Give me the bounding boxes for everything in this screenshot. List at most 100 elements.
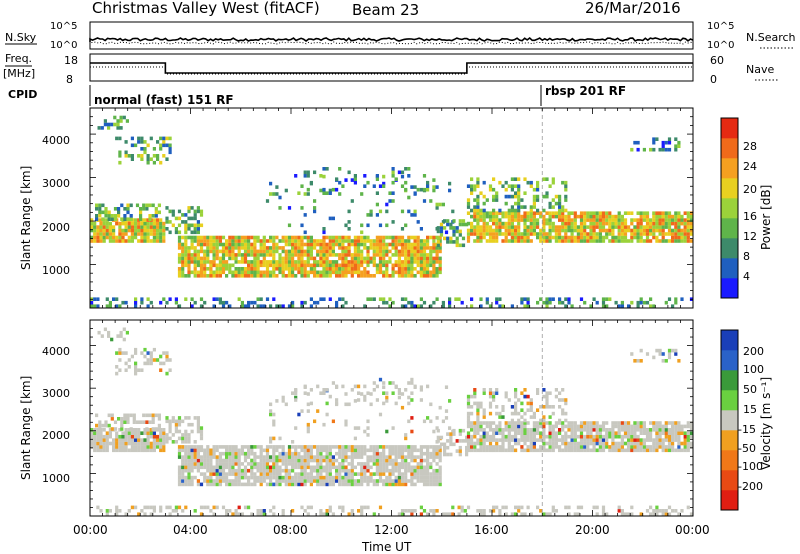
- echo-cell: [630, 441, 634, 446]
- echo-cell: [652, 304, 656, 308]
- echo-cell: [492, 428, 496, 432]
- echo-cell: [504, 391, 508, 395]
- power-colorbar-label: Power [dB]: [759, 185, 773, 250]
- echo-cell: [413, 209, 417, 214]
- echo-cell: [385, 391, 389, 395]
- echo-cell: [325, 256, 329, 261]
- echo-cell: [212, 455, 216, 459]
- echo-cell: [297, 472, 301, 476]
- echo-cell: [523, 218, 527, 222]
- echo-cell: [130, 225, 134, 229]
- echo-cell: [561, 398, 565, 402]
- echo-cell: [130, 228, 134, 233]
- echo-cell: [385, 429, 389, 434]
- echo-cell: [451, 209, 455, 214]
- echo-cell: [357, 482, 361, 487]
- echo-cell: [137, 368, 141, 372]
- echo-cell: [193, 451, 197, 456]
- echo-cell: [350, 263, 354, 268]
- echo-cell: [592, 441, 596, 446]
- echo-cell: [598, 228, 602, 233]
- echo-cell: [441, 202, 445, 207]
- echo-cell: [96, 434, 100, 439]
- echo-cell: [504, 424, 508, 429]
- echo-cell: [275, 465, 279, 470]
- echo-cell: [529, 232, 533, 236]
- echo-cell: [385, 475, 389, 480]
- echo-cell: [341, 235, 345, 240]
- echo-cell: [686, 228, 690, 233]
- echo-cell: [636, 221, 640, 226]
- echo-cell: [196, 220, 200, 224]
- echo-cell: [435, 472, 439, 476]
- echo-cell: [419, 263, 423, 268]
- echo-cell: [187, 433, 191, 437]
- echo-cell: [382, 381, 386, 385]
- echo-cell: [674, 147, 678, 152]
- echo-cell: [551, 509, 555, 513]
- echo-cell: [275, 448, 279, 453]
- echo-cell: [617, 235, 621, 240]
- echo-cell: [309, 445, 313, 449]
- echo-cell: [514, 421, 518, 425]
- echo-cell: [93, 221, 97, 226]
- echo-cell: [576, 512, 580, 516]
- echo-cell: [215, 455, 219, 459]
- echo-cell: [281, 395, 285, 400]
- echo-cell: [639, 424, 643, 429]
- echo-cell: [328, 509, 332, 513]
- echo-cell: [488, 438, 493, 442]
- echo-cell: [118, 368, 122, 372]
- echo-cell: [184, 436, 188, 441]
- echo-cell: [93, 441, 97, 446]
- echo-cell: [165, 419, 169, 424]
- echo-cell: [605, 441, 609, 446]
- echo-cell: [476, 431, 480, 435]
- nsky-tick-top: 10^5: [50, 21, 77, 32]
- echo-cell: [319, 242, 323, 247]
- echo-cell: [275, 479, 279, 483]
- echo-cell: [410, 479, 414, 483]
- echo-cell: [177, 448, 182, 453]
- echo-cell: [554, 394, 558, 399]
- echo-cell: [206, 468, 210, 473]
- echo-cell: [642, 438, 646, 442]
- echo-cell: [649, 297, 653, 301]
- echo-cell: [129, 427, 133, 431]
- echo-cell: [218, 267, 222, 271]
- echo-cell: [520, 505, 524, 510]
- echo-cell: [357, 479, 361, 483]
- echo-cell: [517, 225, 521, 229]
- echo-cell: [221, 267, 226, 271]
- echo-cell: [344, 402, 348, 407]
- echo-cell: [272, 422, 276, 427]
- echo-cell: [256, 263, 260, 268]
- echo-cell: [658, 438, 662, 442]
- echo-cell: [95, 413, 99, 418]
- echo-cell: [316, 384, 320, 389]
- echo-cell: [287, 256, 292, 261]
- echo-cell: [485, 214, 489, 219]
- echo-cell: [306, 458, 310, 463]
- echo-cell: [306, 445, 310, 449]
- echo-cell: [369, 297, 373, 301]
- echo-cell: [168, 429, 172, 434]
- echo-cell: [495, 235, 499, 240]
- echo-cell: [300, 479, 304, 483]
- echo-cell: [225, 242, 229, 247]
- echo-cell: [488, 235, 493, 240]
- echo-cell: [322, 187, 326, 192]
- echo-cell: [492, 211, 496, 215]
- echo-cell: [449, 236, 453, 241]
- echo-cell: [328, 465, 332, 470]
- echo-cell: [215, 479, 219, 483]
- echo-cell: [199, 235, 204, 240]
- echo-cell: [313, 256, 317, 261]
- echo-cell: [104, 423, 108, 428]
- echo-cell: [422, 445, 427, 449]
- colorbar-swatch: [721, 278, 738, 299]
- echo-cell: [221, 253, 226, 257]
- echo-cell: [129, 203, 133, 208]
- echo-cell: [347, 512, 351, 516]
- echo-cell: [661, 232, 665, 236]
